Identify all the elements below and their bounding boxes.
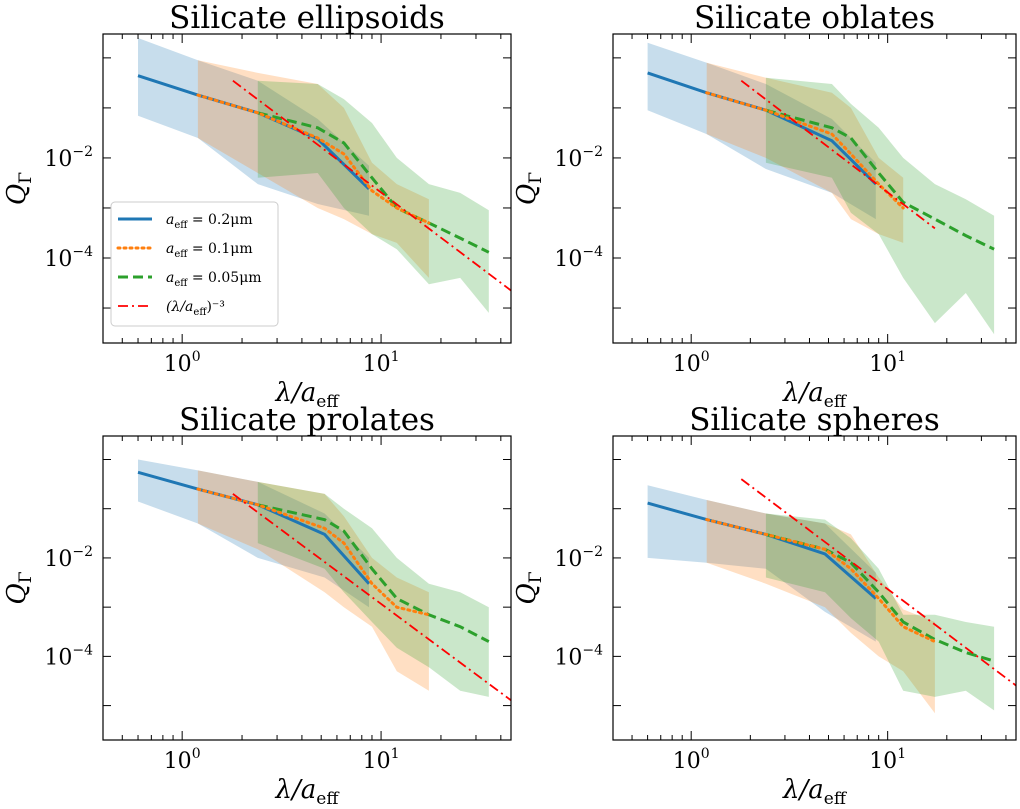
legend-label-s005: aeff = 0.05μm (166, 270, 262, 289)
subplot-4: 100 101 10−2 10−4 Silicate spheres λ/aeff QΓ (512, 402, 1017, 809)
subplot-title: Silicate spheres (689, 402, 940, 438)
legend-label-s01: aeff = 0.1μm (166, 241, 253, 260)
plot-area (647, 478, 1016, 714)
band-s005 (765, 513, 995, 711)
y-tick-label: 10−4 (554, 642, 603, 670)
plot-area (137, 459, 511, 702)
band-s02 (647, 485, 876, 642)
line-s01 (705, 518, 937, 644)
x-tick-label: 101 (869, 349, 906, 377)
band-s02 (138, 38, 369, 216)
plot-area (137, 38, 511, 313)
legend-label-ref: (λ/aeff)⁻³ (166, 299, 225, 318)
y-tick-label: 10−4 (554, 244, 603, 272)
line-ref (740, 79, 936, 230)
line-ref (740, 478, 1016, 687)
y-axis-label: QΓ (512, 571, 546, 604)
x-tick-label: 100 (164, 746, 201, 774)
line-s005 (765, 108, 995, 251)
y-axis-label: QΓ (2, 172, 36, 205)
band-s01 (197, 60, 429, 278)
plot-area (647, 42, 995, 335)
axes-frame (102, 435, 512, 741)
y-tick-label: 10−4 (44, 642, 93, 670)
band-s01 (197, 470, 429, 691)
axes-frame (102, 33, 512, 344)
y-axis-label: QΓ (512, 172, 546, 205)
band-s005 (765, 77, 995, 335)
line-s005 (257, 111, 490, 254)
x-tick-label: 100 (673, 349, 710, 377)
subplot-title: Silicate prolates (179, 402, 435, 438)
y-tick-label: 10−2 (554, 544, 603, 572)
band-s005 (257, 80, 489, 313)
y-tick-label: 10−2 (44, 544, 93, 572)
band-s005 (257, 481, 489, 697)
x-tick-label: 101 (363, 349, 400, 377)
y-axis-label: QΓ (2, 571, 36, 604)
line-ref (232, 493, 511, 702)
x-tick-label: 101 (869, 746, 906, 774)
x-axis-label: λ/aeff (275, 775, 341, 809)
legend-label-s02: aeff = 0.2μm (166, 212, 253, 231)
line-ref (232, 79, 511, 292)
subplot-title: Silicate oblates (694, 0, 935, 36)
x-tick-label: 100 (164, 349, 201, 377)
x-axis-label: λ/aeff (782, 775, 848, 809)
y-tick-label: 10−2 (44, 144, 93, 172)
legend-box (110, 201, 279, 327)
x-tick-label: 101 (363, 746, 400, 774)
band-s02 (647, 42, 876, 220)
y-tick-label: 10−4 (44, 244, 93, 272)
x-tick-label: 100 (673, 746, 710, 774)
axes-frame (612, 33, 1017, 344)
subplot-3: 100 101 10−2 10−4 Silicate prolates λ/aeff QΓ (2, 402, 512, 809)
line-s005 (257, 503, 490, 643)
y-tick-label: 10−2 (554, 144, 603, 172)
subplot-title: Silicate ellipsoids (169, 0, 445, 36)
band-s02 (138, 459, 369, 608)
line-s01 (196, 93, 431, 225)
band-s01 (706, 500, 935, 714)
line-s01 (705, 91, 905, 210)
line-s01 (196, 487, 431, 617)
legend: aeff = 0.2μm aeff = 0.1μm aeff = 0.05μm (λ/… (110, 201, 279, 327)
axes-frame (612, 435, 1017, 741)
